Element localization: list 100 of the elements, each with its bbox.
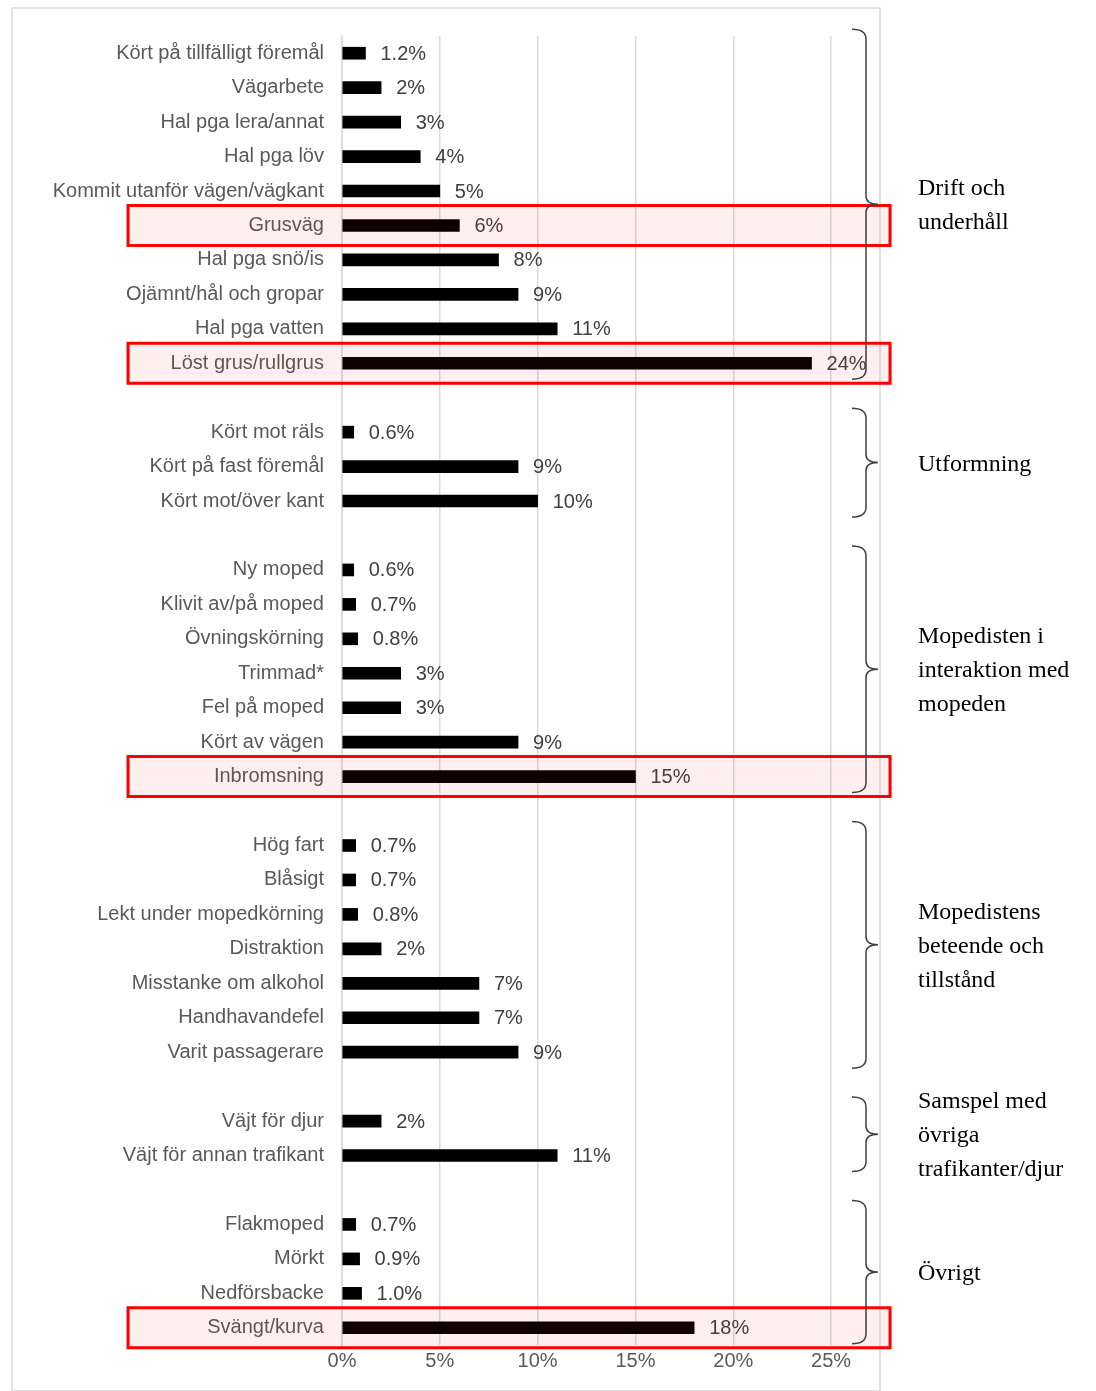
bar: [342, 976, 480, 990]
y-tick-label: Kört på fast föremål: [149, 454, 324, 477]
bar: [342, 1218, 357, 1231]
data-label: 2%: [396, 76, 426, 99]
y-tick-label: Handhavandefel: [178, 1005, 324, 1028]
data-label: 15%: [650, 765, 691, 788]
data-label: 7%: [493, 971, 524, 994]
y-tick-label: Kört mot/över kant: [160, 488, 325, 511]
data-label: 0.8%: [372, 902, 419, 925]
bar: [342, 735, 519, 749]
y-tick-label: Kommit utanför vägen/vägkant: [52, 178, 325, 201]
y-tick-label: Mörkt: [274, 1246, 325, 1269]
bar: [342, 598, 357, 611]
data-label: 0.8%: [372, 627, 419, 650]
y-tick-label: Blåsigt: [263, 867, 325, 890]
bar: [342, 839, 357, 852]
data-label: 8%: [513, 248, 543, 271]
data-label: 0.7%: [370, 592, 417, 615]
x-tick-label: 20%: [713, 1348, 754, 1371]
data-label: 2%: [396, 1109, 426, 1132]
y-tick-label: Grusväg: [248, 212, 324, 235]
bar: [342, 81, 382, 94]
x-tick-label: 25%: [811, 1348, 852, 1371]
x-tick-label: 15%: [615, 1348, 656, 1371]
y-tick-label: Kört mot räls: [210, 419, 324, 442]
y-tick-label: Hög fart: [252, 833, 325, 856]
data-label: 0.7%: [370, 868, 417, 891]
y-tick-label: Hal pga snö/is: [197, 247, 324, 270]
bar: [342, 1252, 360, 1266]
bar: [342, 425, 355, 439]
data-label: 4%: [435, 145, 465, 168]
data-label: 10%: [552, 489, 593, 512]
bar: [342, 460, 519, 473]
data-label: 3%: [415, 110, 445, 133]
y-tick-label: Lekt under mopedkörning: [97, 901, 324, 924]
text: Utformning: [918, 448, 1033, 478]
text: Övrigt: [918, 1258, 982, 1288]
y-tick-label: Löst grus/rullgrus: [170, 350, 324, 373]
data-label: 11%: [572, 317, 611, 340]
bar: [342, 1045, 519, 1059]
data-label: 1.0%: [376, 1281, 423, 1304]
data-label: 3%: [415, 661, 445, 684]
text: Drift och underhåll: [918, 173, 1010, 237]
y-tick-label: Vägarbete: [231, 75, 324, 98]
y-tick-label: Hal pga lera/annat: [160, 109, 325, 132]
y-tick-label: Nedförsbacke: [200, 1280, 324, 1303]
bar: [342, 115, 402, 129]
y-tick-label: Distraktion: [229, 936, 324, 959]
bar: [342, 1011, 480, 1025]
x-tick-label: 0%: [327, 1348, 357, 1371]
data-label: 7%: [493, 1006, 524, 1029]
bar: [342, 356, 812, 370]
y-tick-label: Varit passagerare: [167, 1039, 324, 1062]
bar: [342, 253, 499, 267]
bar: [342, 322, 558, 336]
data-label: 9%: [533, 730, 563, 753]
bar: [342, 1287, 362, 1300]
y-tick-label: Ny moped: [232, 557, 324, 580]
data-label: 11%: [572, 1144, 611, 1167]
bar: [342, 46, 366, 60]
y-tick-label: Svängt/kurva: [207, 1315, 325, 1338]
data-label: 5%: [454, 179, 484, 202]
data-label: 9%: [533, 455, 563, 478]
data-label: 6%: [474, 213, 504, 236]
y-tick-label: Klivit av/på moped: [160, 591, 324, 614]
bar: [342, 942, 382, 956]
data-label: 0.6%: [368, 420, 415, 443]
text: Samspel med övriga trafikanter/djur: [918, 1086, 1065, 1184]
data-label: 2%: [396, 937, 426, 960]
y-tick-label: Kört av vägen: [200, 729, 324, 752]
y-tick-label: Övningskörning: [185, 626, 324, 649]
bar: [342, 908, 358, 921]
y-tick-label: Trimmad*: [238, 660, 325, 683]
bar: [342, 632, 358, 646]
bar: [342, 873, 357, 887]
y-tick-label: Flakmoped: [225, 1211, 324, 1234]
y-tick-label: Väjt för annan trafikant: [122, 1143, 325, 1166]
y-tick-label: Misstanke om alkohol: [131, 970, 324, 993]
bar: [342, 1149, 558, 1162]
y-tick-label: Fel på moped: [201, 695, 324, 718]
x-tick-label: 5%: [425, 1348, 455, 1371]
bar: [342, 288, 519, 301]
bar: [342, 701, 402, 715]
y-tick-label: Kört på tillfälligt föremål: [116, 40, 324, 63]
bar: [342, 184, 441, 198]
y-tick-label: Hal pga vatten: [195, 316, 324, 339]
data-label: 3%: [415, 696, 445, 719]
y-tick-label: Hal pga löv: [223, 144, 324, 167]
data-label: 0.7%: [370, 834, 417, 857]
bar: [342, 150, 421, 163]
bar: [342, 1321, 695, 1335]
bar: [342, 219, 460, 232]
text: Mopedistens beteende och tillstånd: [918, 896, 1045, 994]
bar: [342, 770, 636, 783]
bar: [342, 666, 402, 680]
text: Mopedisten i interaktion med mopeden: [918, 621, 1071, 719]
bar: [342, 563, 355, 577]
data-label: 18%: [709, 1316, 750, 1339]
data-label: 9%: [533, 282, 563, 305]
bar: [342, 1114, 382, 1128]
